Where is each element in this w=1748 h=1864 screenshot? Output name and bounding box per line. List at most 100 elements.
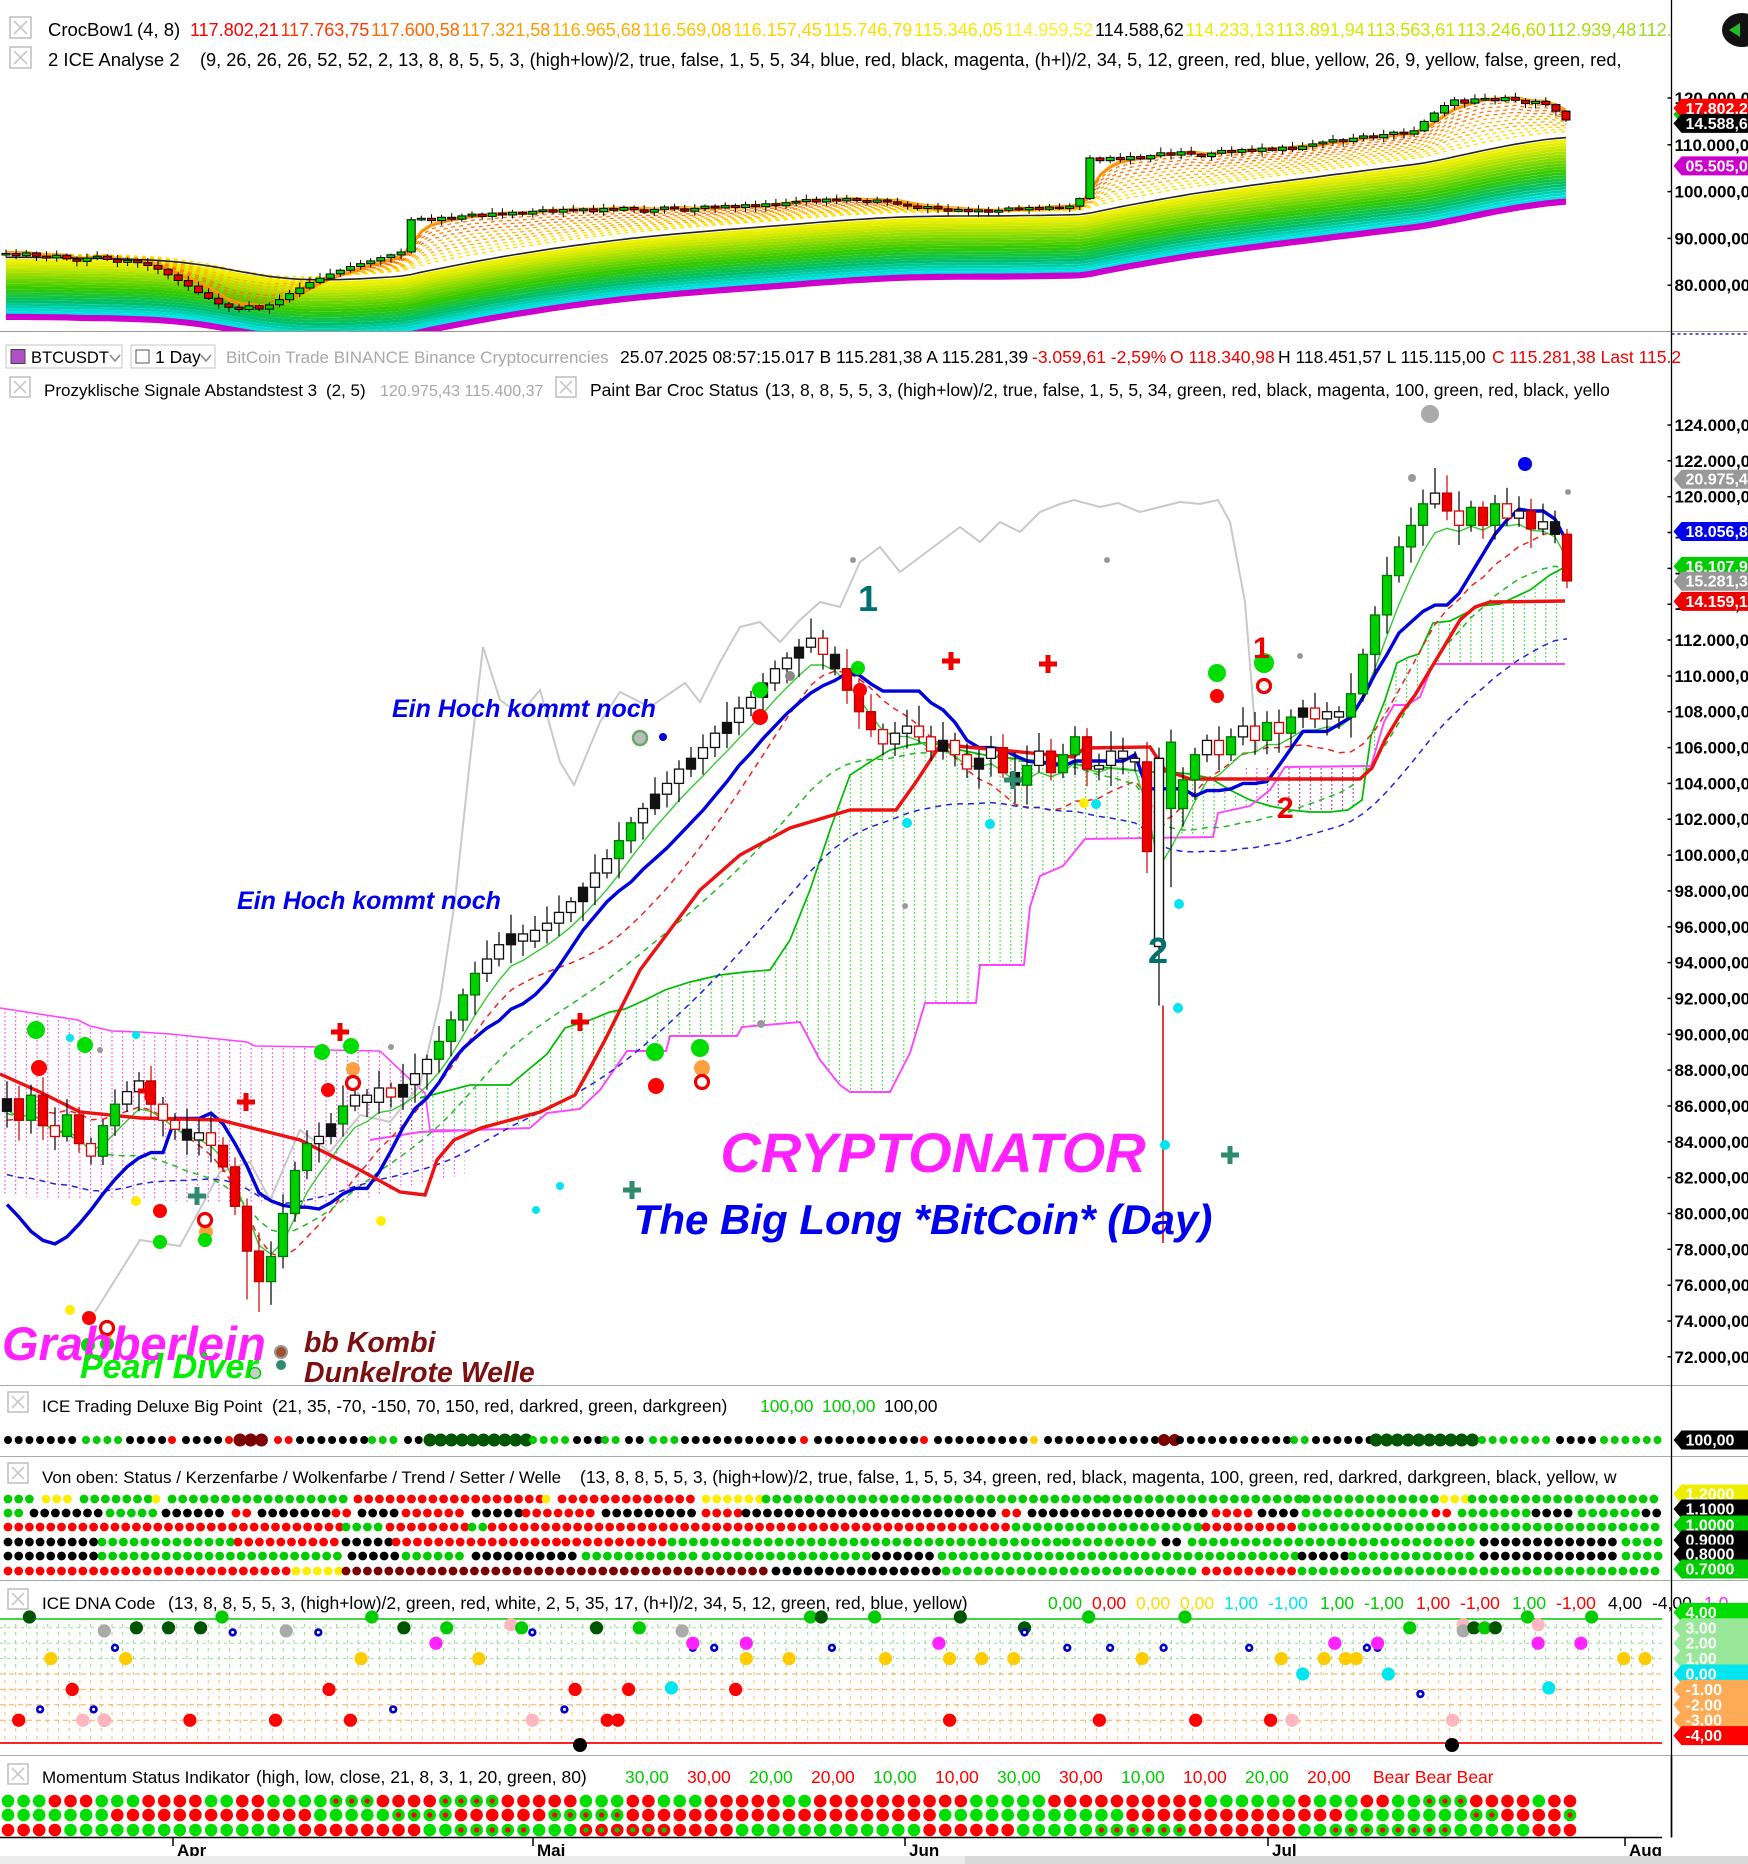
svg-text:20.975,43: 20.975,43: [1686, 472, 1748, 489]
svg-text:90.000,00: 90.000,00: [1675, 229, 1748, 248]
svg-text:100,00: 100,00: [822, 1396, 876, 1416]
svg-text:BitCoin Trade BINANCE Binan: BitCoin Trade BINANCE Binance Cryptocurr…: [226, 348, 609, 367]
svg-text:Aug: Aug: [1629, 1841, 1662, 1860]
svg-text:-3,00: -3,00: [1686, 1713, 1723, 1730]
svg-text:20,00: 20,00: [1307, 1767, 1351, 1787]
svg-text:CRYPTONATOR: CRYPTONATOR: [720, 1121, 1146, 1184]
svg-text:O 118.340,98: O 118.340,98: [1170, 347, 1275, 367]
svg-text:96.000,00: 96.000,00: [1675, 918, 1748, 937]
svg-text:10,00: 10,00: [873, 1767, 917, 1787]
svg-text:Prozyklische Signale Abstandst: Prozyklische Signale Abstandstest 3: [44, 381, 317, 400]
svg-text:-3.059,61 -2,59%: -3.059,61 -2,59%: [1032, 347, 1166, 367]
svg-text:(13, 8, 8, 5, 5, 3, (hig: (13, 8, 8, 5, 5, 3, (high+low)/2, true, …: [580, 1467, 1617, 1487]
svg-text:0.8000: 0.8000: [1686, 1547, 1735, 1564]
svg-text:74.000,00: 74.000,00: [1675, 1312, 1748, 1331]
svg-text:0,00: 0,00: [1686, 1667, 1717, 1684]
svg-text:100.000,00: 100.000,00: [1675, 846, 1748, 865]
svg-text:2: 2: [1277, 792, 1294, 825]
svg-text:102.000,00: 102.000,00: [1675, 810, 1748, 829]
svg-text:Grabberlein: Grabberlein: [2, 1317, 266, 1370]
svg-text:Ein Hoch kommt noch: Ein Hoch kommt noch: [392, 695, 656, 723]
svg-text:1.1000: 1.1000: [1686, 1502, 1735, 1519]
svg-text:Pearl Diver: Pearl Diver: [80, 1348, 259, 1386]
svg-text:C 115.281,38 Last 115.2: C 115.281,38 Last 115.2: [1492, 347, 1681, 367]
svg-text:1,00: 1,00: [1320, 1593, 1354, 1613]
svg-text:25.07.2025 08:57:15.017 B 11: 25.07.2025 08:57:15.017 B 115.281,38 A 1…: [620, 347, 1028, 367]
svg-text:ICE Trading Deluxe Big Point: ICE Trading Deluxe Big Point: [42, 1397, 262, 1416]
svg-text:0,00: 0,00: [1136, 1593, 1170, 1613]
svg-text:1.2000: 1.2000: [1686, 1487, 1735, 1504]
svg-text:90.000,00: 90.000,00: [1675, 1025, 1748, 1044]
svg-text:72.000,00: 72.000,00: [1675, 1348, 1748, 1367]
svg-text:16.107,98: 16.107,98: [1686, 559, 1748, 576]
svg-text:CrocBow1: CrocBow1: [48, 19, 133, 40]
svg-text:114.959,52: 114.959,52: [1005, 20, 1094, 40]
svg-text:30,00: 30,00: [625, 1767, 669, 1787]
svg-text:76.000,00: 76.000,00: [1675, 1276, 1748, 1295]
svg-text:-1,00: -1,00: [1686, 1682, 1723, 1699]
svg-text:98.000,00: 98.000,00: [1675, 882, 1748, 901]
svg-text:0,00: 0,00: [1048, 1593, 1082, 1613]
svg-text:(high, low, close, 21, 8,: (high, low, close, 21, 8, 3, 1, 20, gree…: [256, 1767, 587, 1787]
svg-text:116.569,08: 116.569,08: [643, 20, 732, 40]
svg-text:4,00: 4,00: [1686, 1605, 1717, 1622]
svg-text:30,00: 30,00: [997, 1767, 1041, 1787]
svg-text:-1,00: -1,00: [1556, 1593, 1596, 1613]
svg-text:Apr: Apr: [177, 1841, 207, 1860]
svg-text:117.600,58: 117.600,58: [371, 20, 460, 40]
svg-text:-2,00: -2,00: [1686, 1697, 1723, 1714]
svg-text:05.505,05: 05.505,05: [1686, 158, 1748, 175]
svg-text:-4,00: -4,00: [1686, 1728, 1723, 1745]
svg-text:115.346,05: 115.346,05: [914, 20, 1003, 40]
svg-text:117.802,21: 117.802,21: [190, 20, 279, 40]
svg-text:3,00: 3,00: [1686, 1620, 1717, 1637]
svg-text:100,00: 100,00: [884, 1396, 938, 1416]
svg-text:122.000,00: 122.000,00: [1675, 452, 1748, 471]
svg-text:10,00: 10,00: [1183, 1767, 1227, 1787]
svg-text:Von oben: Status / Kerzenfarbe: Von oben: Status / Kerzenfarbe / Wolkenf…: [42, 1468, 561, 1487]
svg-text:30,00: 30,00: [1059, 1767, 1103, 1787]
svg-text:10,00: 10,00: [1121, 1767, 1165, 1787]
svg-text:Bear Bear Bear: Bear Bear Bear: [1373, 1767, 1494, 1787]
svg-text:Jul: Jul: [1272, 1841, 1297, 1860]
svg-text:94.000,00: 94.000,00: [1675, 954, 1748, 973]
svg-text:20,00: 20,00: [749, 1767, 793, 1787]
svg-text:(13, 8, 8, 5, 5, 3, (hig: (13, 8, 8, 5, 5, 3, (high+low)/2, green,…: [168, 1593, 968, 1613]
svg-text:20,00: 20,00: [1245, 1767, 1289, 1787]
svg-text:1 Day: 1 Day: [155, 347, 201, 367]
svg-text:1,00: 1,00: [1686, 1651, 1717, 1668]
svg-text:114.588,62: 114.588,62: [1095, 20, 1184, 40]
svg-text:88.000,00: 88.000,00: [1675, 1061, 1748, 1080]
svg-text:The Big Long *BitCoin* (Day): The Big Long *BitCoin* (Day): [634, 1196, 1213, 1243]
svg-text:4,00: 4,00: [1608, 1593, 1642, 1613]
svg-text:14.588,62: 14.588,62: [1686, 116, 1748, 133]
svg-text:Dunkelrote Welle: Dunkelrote Welle: [304, 1357, 535, 1389]
svg-text:84.000,00: 84.000,00: [1675, 1133, 1748, 1152]
svg-text:120.000,00: 120.000,00: [1675, 488, 1748, 507]
svg-text:1: 1: [1253, 632, 1270, 665]
svg-text:100,00: 100,00: [760, 1396, 814, 1416]
svg-text:1.0000: 1.0000: [1686, 1518, 1735, 1535]
svg-text:120.975,43 115.400,37: 120.975,43 115.400,37: [380, 383, 544, 400]
svg-text:116.157,45: 116.157,45: [733, 20, 822, 40]
svg-text:Mai: Mai: [537, 1841, 565, 1860]
svg-text:14.159,10: 14.159,10: [1686, 594, 1748, 611]
svg-text:100.000,00: 100.000,00: [1675, 183, 1748, 202]
svg-text:117.763,75: 117.763,75: [281, 20, 370, 40]
svg-text:1,00: 1,00: [1224, 1593, 1258, 1613]
svg-text:15.281,39: 15.281,39: [1686, 574, 1748, 591]
svg-text:2: 2: [1148, 930, 1168, 971]
svg-text:-1,00: -1,00: [1364, 1593, 1404, 1613]
svg-text:124.000,00: 124.000,00: [1675, 416, 1748, 435]
svg-text:82.000,00: 82.000,00: [1675, 1169, 1748, 1188]
svg-text:104.000,00: 104.000,00: [1675, 774, 1748, 793]
svg-text:113.563,61: 113.563,61: [1367, 20, 1456, 40]
svg-text:-1,00: -1,00: [1460, 1593, 1500, 1613]
svg-text:ICE DNA Code: ICE DNA Code: [42, 1594, 155, 1613]
svg-text:Jun: Jun: [909, 1841, 939, 1860]
svg-text:116.965,68: 116.965,68: [552, 20, 641, 40]
svg-text:10,00: 10,00: [935, 1767, 979, 1787]
svg-text:112.939,48: 112.939,48: [1548, 20, 1637, 40]
svg-text:(4, 8): (4, 8): [137, 19, 180, 40]
svg-text:115.746,79: 115.746,79: [824, 20, 913, 40]
